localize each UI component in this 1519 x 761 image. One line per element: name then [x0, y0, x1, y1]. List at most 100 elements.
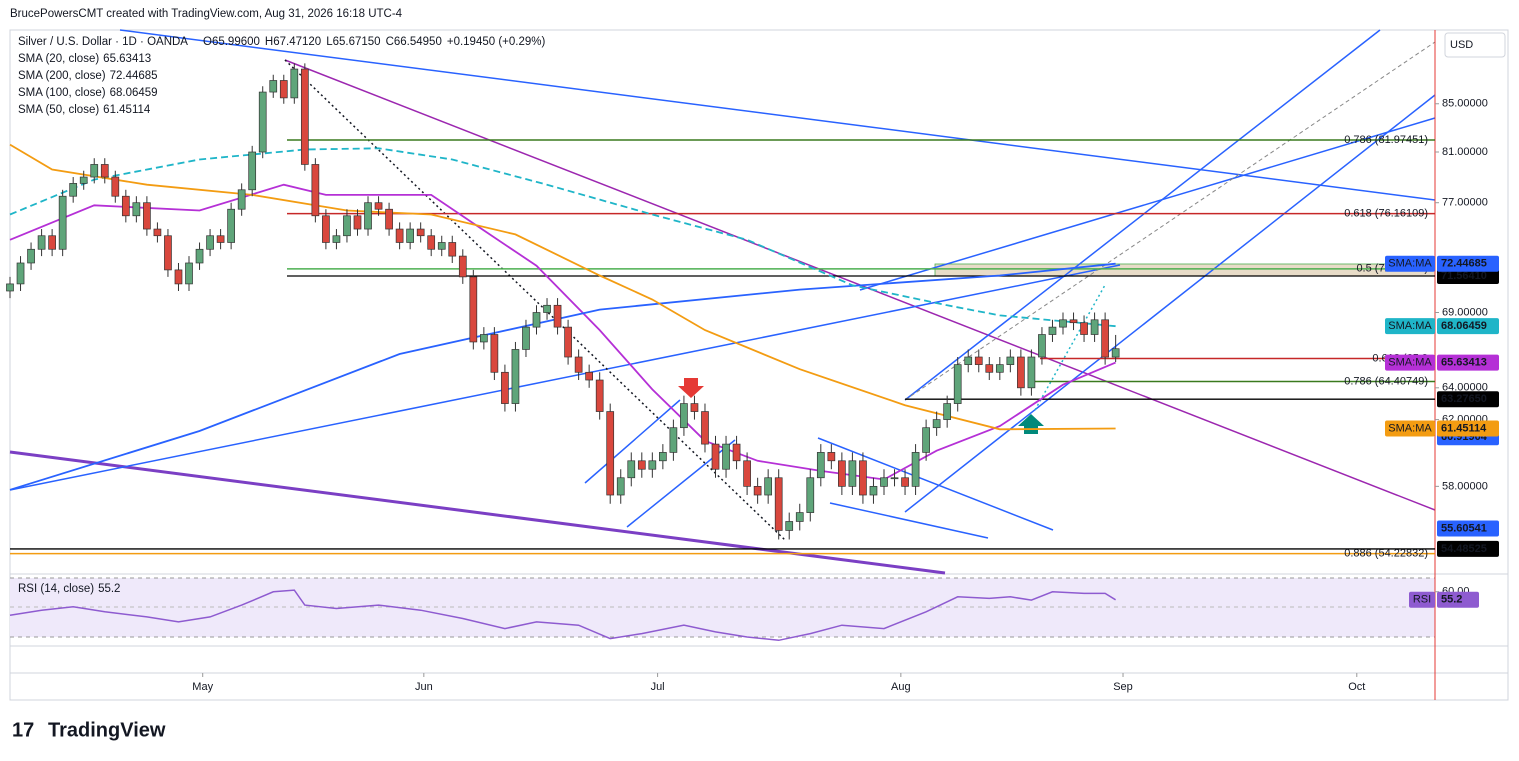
candle: [553, 298, 562, 335]
legend-ohlc: H67.47120: [265, 36, 321, 48]
candle: [574, 349, 583, 381]
candle-body: [627, 460, 636, 479]
candle-body: [753, 485, 762, 496]
candle-body: [616, 477, 625, 496]
candle-body: [90, 164, 99, 178]
candle: [406, 222, 414, 250]
sma-line: [9, 147, 1116, 328]
candle: [711, 435, 720, 478]
candle-body: [932, 419, 941, 429]
candle: [469, 269, 478, 350]
candle-body: [1080, 322, 1088, 335]
candle-body: [690, 403, 699, 412]
candle: [995, 357, 1004, 381]
candle-body: [648, 460, 657, 470]
candle-body: [964, 356, 973, 365]
candle: [1069, 312, 1078, 331]
fib-label: 0.618 (76.16109): [1344, 208, 1428, 220]
candle-body: [511, 349, 520, 404]
candle-body: [269, 80, 278, 93]
candle: [195, 242, 204, 270]
candle: [1006, 349, 1015, 373]
legend-value: 61.45114: [103, 104, 151, 116]
candle: [1017, 349, 1025, 396]
candle: [985, 357, 994, 381]
currency[interactable]: USD: [1450, 39, 1473, 51]
candle: [880, 469, 888, 496]
candle-body: [1017, 356, 1025, 389]
candle: [322, 209, 330, 250]
candle-body: [143, 202, 151, 230]
currency-button[interactable]: [1444, 32, 1506, 58]
candle-body: [437, 242, 446, 250]
candle-body: [374, 202, 383, 210]
candle-body: [343, 215, 351, 237]
candle-body: [69, 183, 78, 197]
candle-body: [332, 235, 341, 243]
fib-label: 0.786 (64.40749): [1344, 375, 1428, 387]
candle: [722, 435, 730, 478]
candle-body: [48, 235, 56, 250]
channel: [584, 399, 681, 484]
sma-tag: SMA:MA: [1388, 320, 1432, 332]
candle-body: [743, 460, 751, 487]
candle: [785, 512, 794, 540]
candle-body: [237, 189, 246, 210]
candle: [943, 395, 952, 428]
candle-body: [248, 151, 257, 191]
price-box-label: 61.45114: [1441, 422, 1487, 434]
candle: [143, 196, 151, 236]
candle: [564, 319, 572, 365]
candle: [511, 341, 520, 412]
sma-tag: SMA:MA: [1388, 356, 1432, 368]
sma-tag-box: [1385, 354, 1435, 371]
rsi-legend-name: RSI (14, close): [18, 583, 94, 595]
channel: [817, 437, 1054, 531]
price-box: [1437, 391, 1499, 408]
candle: [480, 327, 488, 350]
fib-label: 0.786 (81.97451): [1344, 134, 1428, 146]
candle-body: [574, 356, 583, 373]
candle-body: [1069, 319, 1078, 324]
candle: [100, 158, 109, 184]
legend-value: 65.63413: [103, 53, 151, 65]
fib-label: 0.886 (54.22832): [1344, 548, 1428, 560]
frame: [9, 29, 1509, 701]
candle: [637, 452, 646, 478]
candle-body: [385, 208, 393, 230]
candle-body: [764, 477, 773, 496]
candle: [680, 395, 688, 436]
price-box: [1437, 255, 1499, 272]
candle: [290, 63, 299, 104]
candle: [669, 419, 678, 461]
candle-body: [37, 235, 46, 250]
candle-body: [1048, 326, 1057, 335]
candle: [58, 189, 67, 257]
candle: [343, 209, 351, 243]
candle: [6, 276, 14, 299]
candle-body: [774, 477, 783, 531]
sma-tag-box: [1385, 420, 1435, 437]
candle: [732, 435, 741, 470]
credit: BrucePowersCMT created with TradingView.…: [10, 8, 403, 20]
candle: [416, 222, 425, 243]
candle: [374, 196, 383, 216]
sma-tag: SMA:MA: [1388, 422, 1432, 434]
candle: [1038, 327, 1046, 365]
candle: [216, 229, 225, 250]
x-tick-label: Jun: [415, 681, 433, 693]
legend-name: SMA (200, close): [18, 70, 106, 82]
price-box-label: 71.56410: [1441, 270, 1487, 282]
candle: [237, 183, 246, 216]
candle: [48, 229, 56, 257]
candle-body: [606, 411, 615, 496]
candle-body: [300, 68, 309, 165]
candle: [121, 189, 130, 223]
dotted-line: [1034, 284, 1106, 411]
sma-line: [9, 183, 1116, 481]
x-tick-label: May: [192, 681, 213, 693]
dashed-line: [904, 41, 1436, 401]
candle-body: [785, 521, 794, 531]
candle: [1027, 349, 1036, 396]
y-tick-label: 58.00000: [1442, 480, 1488, 492]
